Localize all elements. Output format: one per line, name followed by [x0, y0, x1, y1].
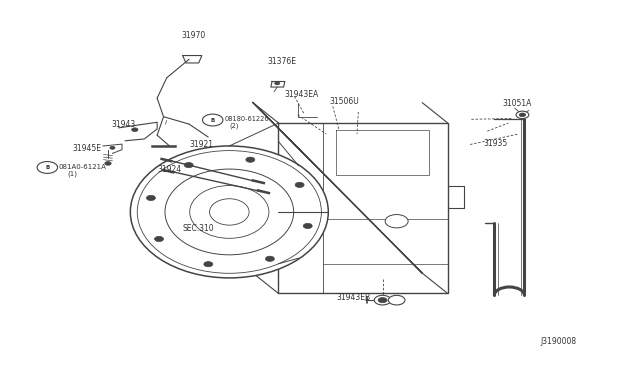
- Text: 31935: 31935: [483, 139, 508, 148]
- Text: 31506U: 31506U: [330, 97, 359, 106]
- Text: 31970: 31970: [181, 31, 205, 40]
- Text: SEC.310: SEC.310: [182, 224, 214, 233]
- Ellipse shape: [137, 151, 321, 273]
- Circle shape: [516, 111, 529, 119]
- Text: 31943: 31943: [111, 121, 136, 129]
- Circle shape: [105, 161, 111, 165]
- Circle shape: [388, 295, 405, 305]
- Circle shape: [303, 223, 312, 228]
- Text: B: B: [45, 165, 49, 170]
- Circle shape: [378, 298, 387, 303]
- Circle shape: [246, 157, 255, 162]
- Text: 31051A: 31051A: [502, 99, 532, 108]
- Text: 08180-61226: 08180-61226: [224, 116, 269, 122]
- Text: B: B: [211, 118, 215, 122]
- Text: (1): (1): [68, 171, 77, 177]
- Text: J3190008: J3190008: [540, 337, 577, 346]
- Ellipse shape: [209, 199, 249, 225]
- Text: 31924: 31924: [157, 165, 181, 174]
- Circle shape: [147, 195, 156, 201]
- Ellipse shape: [165, 169, 294, 255]
- Circle shape: [295, 182, 304, 187]
- Ellipse shape: [189, 186, 269, 238]
- Text: 31921: 31921: [189, 140, 213, 149]
- Text: 31943EB: 31943EB: [336, 293, 370, 302]
- Circle shape: [110, 146, 115, 149]
- Text: (2): (2): [229, 123, 239, 129]
- Circle shape: [184, 163, 193, 168]
- Circle shape: [132, 128, 138, 132]
- Circle shape: [37, 161, 58, 173]
- Circle shape: [266, 256, 275, 262]
- Circle shape: [374, 295, 391, 305]
- Circle shape: [204, 262, 212, 267]
- Circle shape: [275, 82, 280, 85]
- Text: 31945E: 31945E: [73, 144, 102, 153]
- Text: 31376E: 31376E: [268, 57, 296, 66]
- Circle shape: [385, 215, 408, 228]
- Circle shape: [154, 236, 163, 241]
- Circle shape: [519, 113, 525, 117]
- Text: 31943EA: 31943EA: [285, 90, 319, 99]
- Circle shape: [202, 114, 223, 126]
- Text: 081A0-6121A: 081A0-6121A: [58, 164, 106, 170]
- Ellipse shape: [131, 146, 328, 278]
